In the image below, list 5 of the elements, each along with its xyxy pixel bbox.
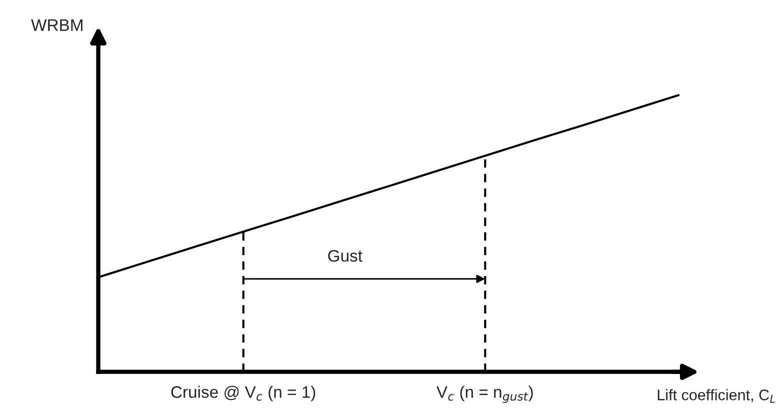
y-axis-title: WRBM [31, 19, 82, 31]
annotation: Gust [328, 250, 362, 262]
x-tick-label: V$_{c}$ (n = n$_{gust}$) [436, 386, 533, 403]
x-tick-label: Cruise @ V$_{c}$ (n = 1) [171, 386, 316, 402]
x-axis-title: Lift coefficient, C$_{L}$ [658, 389, 776, 403]
